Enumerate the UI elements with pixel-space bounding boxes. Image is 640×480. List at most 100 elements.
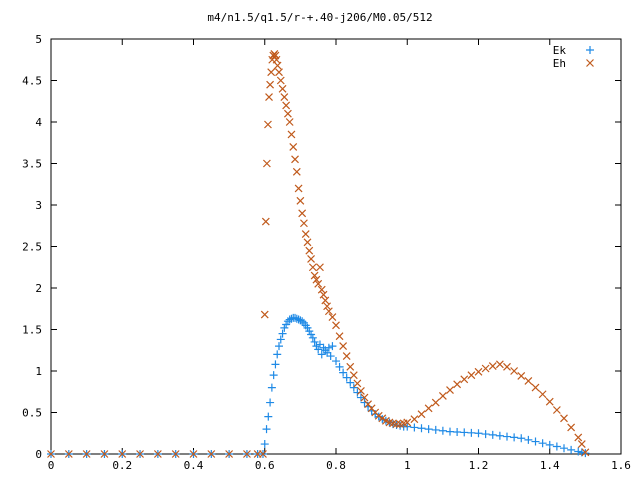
data-point-ek <box>294 315 303 324</box>
data-point-eh <box>47 450 55 458</box>
data-point-eh <box>392 420 401 429</box>
data-point-eh <box>294 184 303 193</box>
data-point-eh <box>360 393 369 402</box>
data-point-eh <box>260 310 269 319</box>
data-point-ek <box>424 425 433 434</box>
data-point-eh <box>301 230 310 238</box>
data-points <box>47 50 590 458</box>
data-point-ek <box>531 437 540 446</box>
y-tick-label: 4 <box>35 116 42 129</box>
data-point-ek <box>317 350 326 359</box>
data-point-eh <box>267 68 276 77</box>
data-point-eh <box>339 342 348 351</box>
data-point-ek <box>431 425 440 434</box>
data-point-ek <box>310 337 319 346</box>
data-point-ek <box>481 430 490 439</box>
data-point-ek <box>303 323 312 332</box>
data-point-ek <box>438 426 447 435</box>
data-point-ek <box>315 340 324 349</box>
data-point-ek <box>324 343 333 352</box>
data-point-eh <box>289 142 298 151</box>
data-point-ek <box>292 314 301 323</box>
data-point-ek <box>467 428 476 437</box>
data-point-eh <box>259 450 267 458</box>
data-point-eh <box>324 307 333 316</box>
y-tick-label: 4.5 <box>22 75 42 88</box>
data-point-eh <box>410 415 419 424</box>
data-point-ek <box>332 357 340 366</box>
data-point-eh <box>474 367 483 376</box>
data-point-ek <box>285 315 294 324</box>
data-point-eh <box>403 418 412 427</box>
data-point-ek <box>517 434 526 443</box>
data-point-ek <box>314 345 323 354</box>
data-point-eh <box>312 275 321 284</box>
series-eh <box>47 50 590 458</box>
data-point-eh <box>317 285 326 294</box>
data-point-eh <box>314 279 323 288</box>
data-point-eh <box>298 209 307 218</box>
data-point-eh <box>82 450 91 458</box>
data-point-ek <box>349 383 358 392</box>
data-point-eh <box>310 271 319 280</box>
data-point-ek <box>510 433 519 442</box>
data-point-eh <box>316 263 324 272</box>
data-point-ek <box>260 440 269 449</box>
data-point-eh <box>323 302 332 311</box>
y-tick-label: 3 <box>35 199 42 212</box>
data-point-ek <box>326 352 335 361</box>
data-point-eh <box>273 61 282 70</box>
data-point-eh <box>357 386 365 395</box>
data-point-eh <box>524 377 533 385</box>
data-point-eh <box>488 362 497 370</box>
data-point-eh <box>346 362 355 371</box>
y-tick-label: 3.5 <box>22 158 42 171</box>
data-point-eh <box>574 433 583 442</box>
legend-marker-eh <box>586 59 594 67</box>
x-tick-label: 0.6 <box>255 459 275 472</box>
plot-frame <box>50 38 622 455</box>
data-point-eh <box>446 386 454 395</box>
data-point-ek <box>417 424 426 433</box>
data-point-ek <box>264 412 273 421</box>
data-point-eh <box>552 406 561 414</box>
data-point-ek <box>356 393 365 402</box>
data-point-eh <box>225 450 234 458</box>
data-point-ek <box>346 378 355 387</box>
data-point-ek <box>538 439 547 448</box>
data-point-ek <box>307 330 316 339</box>
data-point-eh <box>189 450 198 458</box>
y-tick-label: 5 <box>35 33 42 46</box>
x-tick-label: 1.6 <box>611 459 631 472</box>
y-tick-label: 2 <box>35 282 42 295</box>
data-point-ek <box>269 371 278 380</box>
data-point-ek <box>488 430 497 439</box>
data-point-ek <box>460 428 469 437</box>
data-point-eh <box>453 380 462 389</box>
data-point-eh <box>207 450 216 458</box>
data-point-ek <box>271 360 280 369</box>
data-point-eh <box>265 93 273 102</box>
data-point-ek <box>339 368 348 377</box>
data-point-eh <box>276 76 285 85</box>
data-point-eh <box>353 379 362 388</box>
data-point-eh <box>431 398 440 407</box>
data-point-eh <box>171 450 180 458</box>
data-point-ek <box>495 431 504 440</box>
data-point-ek <box>291 313 300 322</box>
data-point-ek <box>574 447 583 456</box>
data-point-ek <box>305 327 314 336</box>
data-point-ek <box>524 435 533 444</box>
data-point-eh <box>278 84 287 93</box>
x-tick-label: 0.2 <box>112 459 132 472</box>
data-point-ek <box>262 425 271 434</box>
data-point-eh <box>560 414 568 423</box>
data-point-eh <box>503 362 511 371</box>
data-point-eh <box>328 313 337 321</box>
data-point-ek <box>298 317 307 326</box>
data-point-eh <box>510 367 519 375</box>
data-point-eh <box>517 372 526 380</box>
data-point-ek <box>323 348 332 357</box>
data-point-eh <box>303 238 312 247</box>
